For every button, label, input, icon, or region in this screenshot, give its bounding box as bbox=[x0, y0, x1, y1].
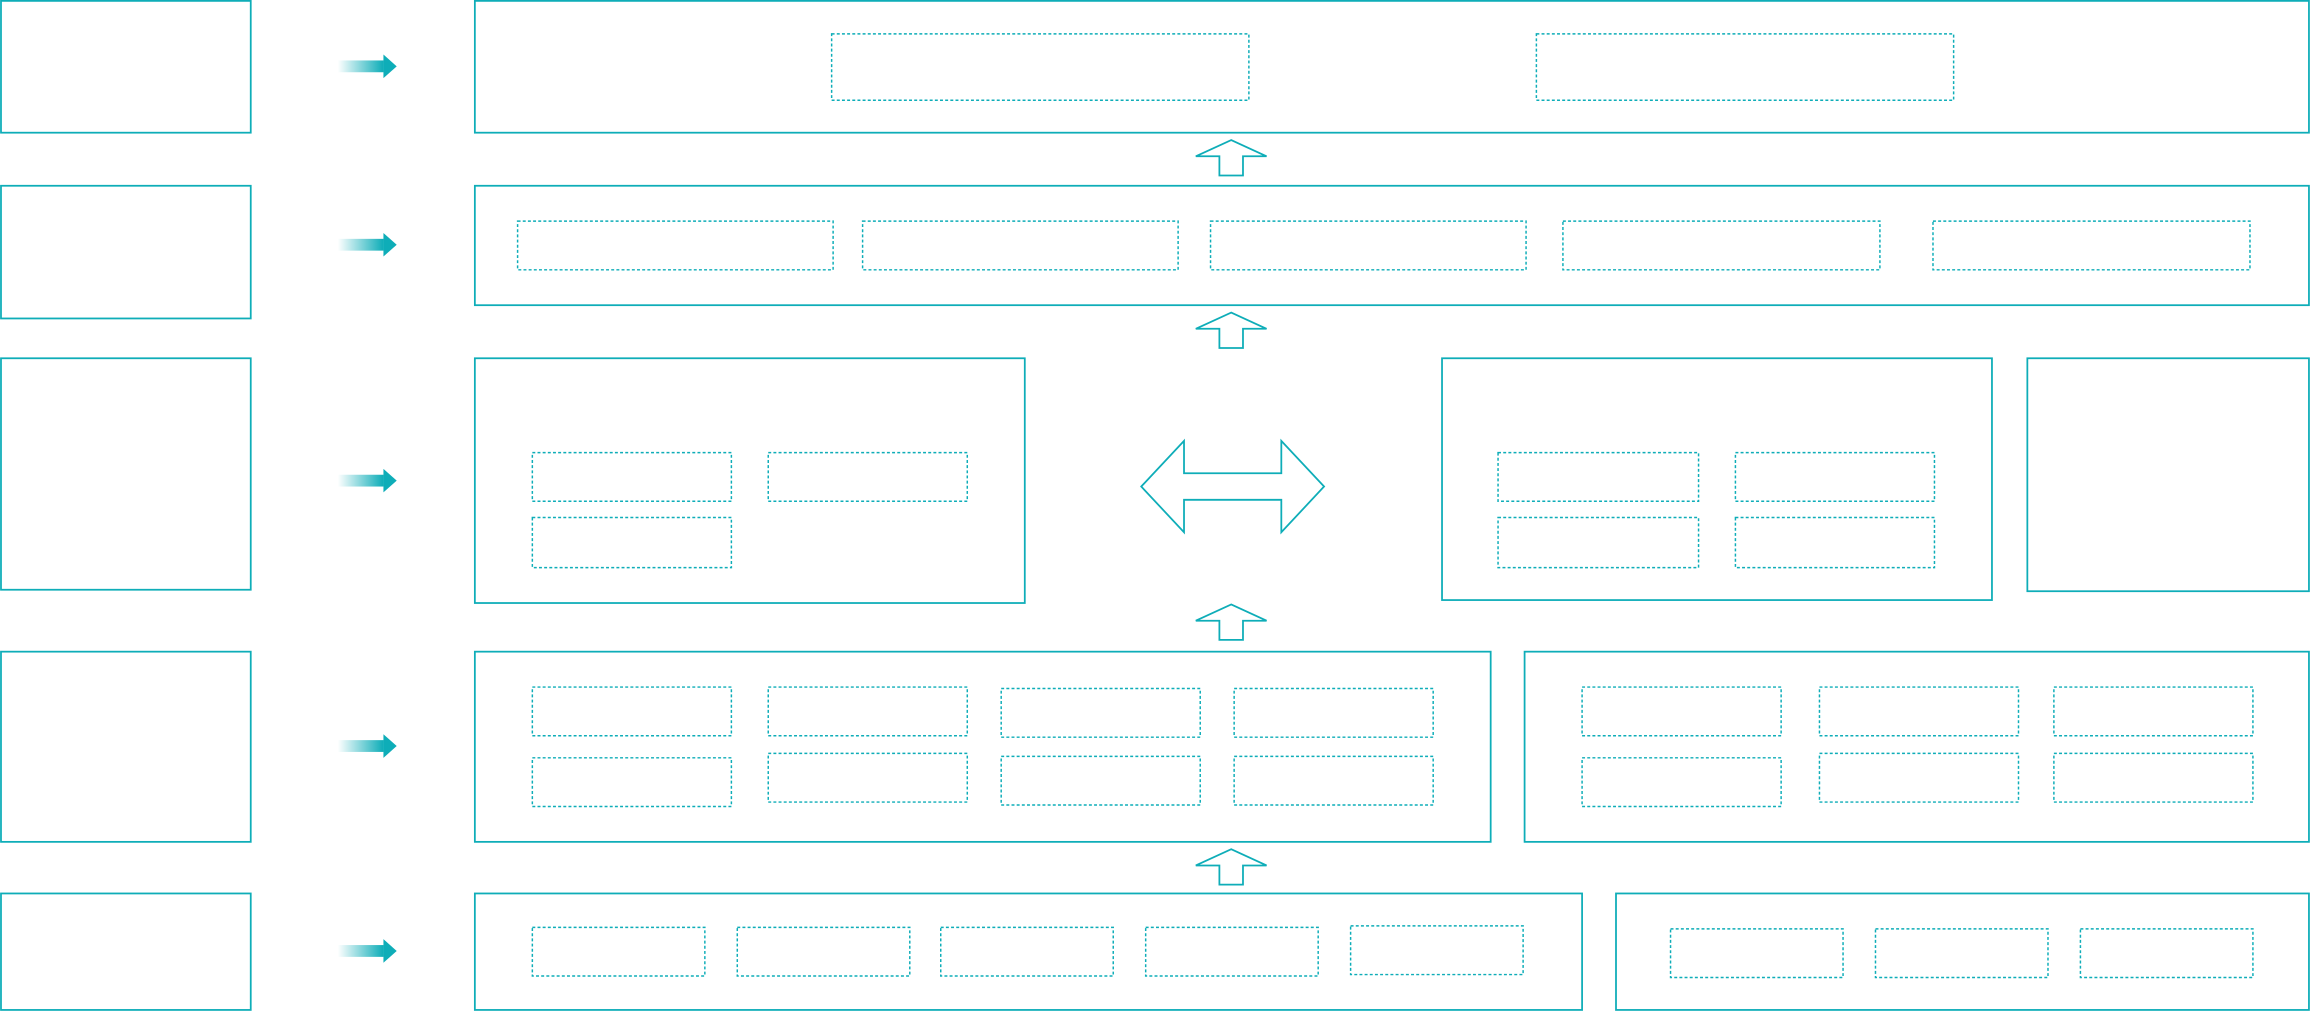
component-box bbox=[1497, 451, 1700, 503]
layer-container-left bbox=[473, 357, 1026, 604]
component-box bbox=[1932, 220, 2251, 271]
right-arrow-icon bbox=[337, 54, 397, 79]
layer-label-box bbox=[0, 0, 252, 134]
component-box bbox=[1497, 516, 1700, 569]
component-box bbox=[940, 926, 1114, 977]
component-box bbox=[1874, 928, 2049, 979]
component-box bbox=[1581, 686, 1782, 737]
right-arrow-icon bbox=[337, 468, 397, 493]
component-box bbox=[861, 220, 1179, 271]
up-arrow-icon bbox=[1195, 139, 1267, 177]
layer-container-left bbox=[473, 650, 1492, 843]
up-arrow-icon bbox=[1195, 848, 1267, 886]
layer-label-box bbox=[0, 650, 252, 843]
component-box bbox=[1209, 220, 1527, 271]
component-box bbox=[531, 686, 733, 737]
component-box bbox=[531, 926, 706, 977]
side-container bbox=[2026, 357, 2310, 593]
component-box bbox=[1233, 755, 1434, 806]
component-box bbox=[1233, 687, 1434, 738]
component-box bbox=[1535, 33, 1955, 101]
component-box bbox=[1818, 686, 2020, 737]
component-box bbox=[1144, 926, 1319, 977]
component-box bbox=[531, 757, 733, 808]
right-arrow-icon bbox=[337, 939, 397, 963]
component-box bbox=[767, 686, 969, 737]
component-box bbox=[2079, 928, 2254, 979]
layer-label-box bbox=[0, 892, 252, 1011]
component-box bbox=[1581, 757, 1782, 808]
layer-row-2 bbox=[0, 184, 2310, 320]
right-arrow-icon bbox=[337, 734, 397, 758]
component-box bbox=[516, 220, 834, 271]
layer-container-right bbox=[1615, 892, 2310, 1011]
right-arrow-icon bbox=[337, 232, 397, 257]
component-box bbox=[736, 926, 911, 977]
up-arrow-icon bbox=[1195, 603, 1267, 641]
layer-container-right bbox=[1523, 650, 2310, 843]
layer-container-left bbox=[473, 892, 1583, 1011]
layer-container bbox=[473, 184, 2310, 307]
layer-container-right bbox=[1441, 357, 1993, 601]
layer-label-box bbox=[0, 357, 252, 591]
layer-row-5 bbox=[0, 892, 2310, 1011]
component-box bbox=[1349, 925, 1524, 976]
component-box bbox=[767, 752, 969, 803]
component-box bbox=[2053, 686, 2254, 737]
component-box bbox=[830, 33, 1250, 101]
component-box bbox=[1562, 220, 1881, 271]
layer-container bbox=[473, 0, 2310, 134]
component-box bbox=[2053, 752, 2254, 803]
component-box bbox=[1000, 687, 1201, 738]
component-box bbox=[1818, 752, 2020, 803]
component-box bbox=[767, 451, 969, 503]
up-arrow-icon bbox=[1195, 311, 1267, 349]
component-box bbox=[1669, 928, 1844, 979]
component-box bbox=[531, 516, 733, 569]
component-box bbox=[1734, 451, 1936, 503]
layer-row-1 bbox=[0, 0, 2310, 134]
component-box bbox=[1000, 755, 1201, 806]
layer-row-3 bbox=[0, 357, 2310, 604]
double-arrow-icon bbox=[1140, 438, 1326, 535]
layer-row-4 bbox=[0, 650, 2310, 843]
layer-label-box bbox=[0, 184, 252, 320]
component-box bbox=[1734, 516, 1936, 569]
component-box bbox=[531, 451, 733, 503]
